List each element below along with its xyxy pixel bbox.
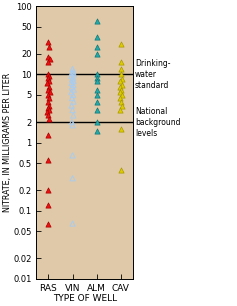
Point bbox=[46, 188, 50, 193]
Point bbox=[119, 87, 123, 92]
Point bbox=[95, 45, 99, 50]
Point bbox=[46, 87, 50, 92]
Point bbox=[47, 85, 51, 90]
Point bbox=[46, 221, 50, 226]
Text: National
background
levels: National background levels bbox=[135, 106, 180, 138]
Point bbox=[46, 106, 50, 111]
Point bbox=[46, 72, 50, 77]
Point bbox=[48, 90, 52, 95]
Point bbox=[118, 85, 122, 90]
Point bbox=[118, 108, 122, 113]
Point bbox=[95, 87, 99, 92]
Point bbox=[95, 128, 99, 133]
Point bbox=[119, 60, 123, 65]
Point bbox=[95, 99, 99, 104]
Point bbox=[46, 54, 50, 59]
X-axis label: TYPE OF WELL: TYPE OF WELL bbox=[53, 294, 117, 303]
Point bbox=[48, 103, 51, 108]
Point bbox=[95, 51, 99, 56]
Point bbox=[71, 69, 75, 74]
Point bbox=[45, 80, 49, 85]
Point bbox=[47, 45, 51, 50]
Point bbox=[71, 123, 74, 128]
Point bbox=[118, 79, 122, 84]
Point bbox=[70, 96, 74, 101]
Point bbox=[47, 108, 51, 113]
Point bbox=[71, 92, 75, 97]
Point bbox=[69, 73, 73, 78]
Point bbox=[47, 79, 51, 84]
Point bbox=[120, 103, 123, 108]
Y-axis label: NITRATE, IN MILLIGRAMS PER LITER: NITRATE, IN MILLIGRAMS PER LITER bbox=[3, 73, 12, 212]
Point bbox=[71, 113, 75, 118]
Point bbox=[45, 110, 49, 114]
Point bbox=[71, 153, 74, 158]
Point bbox=[119, 67, 123, 72]
Point bbox=[72, 72, 76, 77]
Point bbox=[46, 75, 50, 80]
Point bbox=[71, 83, 75, 88]
Point bbox=[72, 79, 75, 84]
Point bbox=[72, 87, 76, 92]
Point bbox=[46, 60, 49, 65]
Point bbox=[119, 167, 123, 172]
Point bbox=[71, 221, 74, 226]
Point bbox=[119, 72, 123, 77]
Point bbox=[95, 92, 99, 97]
Point bbox=[46, 158, 50, 163]
Point bbox=[46, 203, 50, 208]
Point bbox=[119, 99, 123, 104]
Point bbox=[71, 67, 74, 72]
Point bbox=[95, 120, 99, 125]
Point bbox=[71, 108, 74, 113]
Point bbox=[46, 39, 50, 44]
Point bbox=[71, 176, 74, 181]
Point bbox=[70, 77, 74, 82]
Point bbox=[120, 92, 124, 97]
Point bbox=[46, 99, 50, 104]
Point bbox=[46, 132, 50, 137]
Point bbox=[118, 90, 122, 95]
Point bbox=[70, 71, 74, 76]
Point bbox=[47, 117, 51, 122]
Point bbox=[48, 73, 51, 78]
Text: Drinking-
water
standard: Drinking- water standard bbox=[135, 59, 170, 90]
Point bbox=[120, 83, 124, 88]
Point bbox=[120, 77, 123, 82]
Point bbox=[95, 35, 99, 40]
Point bbox=[69, 90, 73, 95]
Point bbox=[119, 42, 123, 47]
Point bbox=[47, 96, 51, 101]
Point bbox=[48, 56, 52, 61]
Point bbox=[46, 113, 50, 118]
Point bbox=[95, 108, 99, 113]
Point bbox=[119, 126, 123, 131]
Point bbox=[71, 75, 75, 80]
Point bbox=[95, 79, 99, 84]
Point bbox=[46, 92, 49, 97]
Point bbox=[70, 120, 74, 125]
Point bbox=[70, 85, 74, 90]
Point bbox=[95, 19, 99, 24]
Point bbox=[72, 99, 75, 104]
Point bbox=[70, 80, 73, 85]
Point bbox=[118, 96, 122, 101]
Point bbox=[95, 75, 99, 80]
Point bbox=[95, 72, 99, 77]
Point bbox=[70, 103, 73, 108]
